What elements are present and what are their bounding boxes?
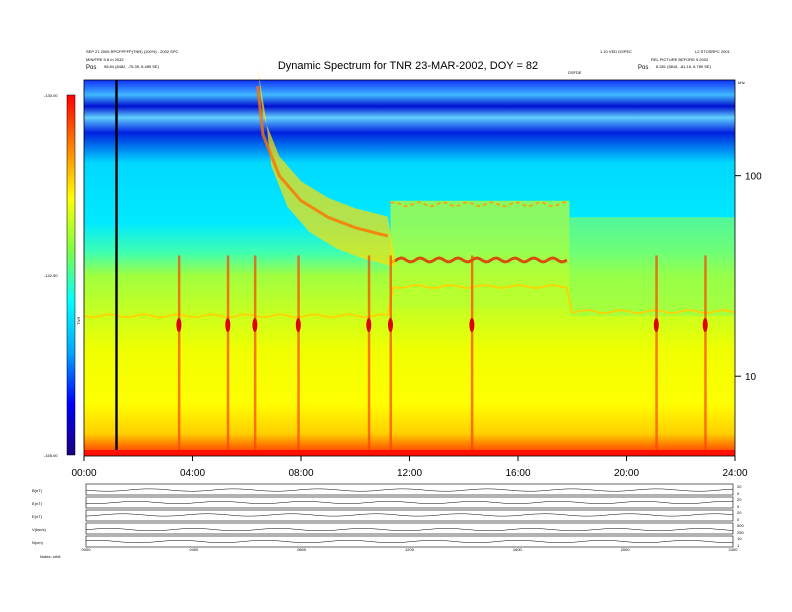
aux-panel-1: E(nT) 20 0: [32, 496, 742, 509]
aux-panel-label-3: V(km/s): [32, 527, 46, 532]
spike-7: [655, 255, 658, 456]
aux-x-label-1: 0400: [189, 547, 199, 552]
spike-dot-1: [225, 318, 231, 332]
aux-panel-2-tick-1: 0: [737, 517, 740, 522]
legend-tag: DSFDE: [568, 70, 582, 75]
spike-dot-8: [702, 318, 708, 332]
header-right-line-2: L2 STOSRPC 2001: [695, 49, 731, 54]
spectrogram-features: [83, 66, 736, 456]
aux-panel-0: B(nT) 20 0: [32, 483, 742, 496]
band-emission-line: [390, 256, 568, 264]
right-tick-label-1: 100: [745, 172, 762, 183]
colorbar-mid-label: -142.50: [44, 273, 58, 278]
spike-6: [470, 255, 474, 456]
pos-left-value: 98.84 (8482, -75.39, 8.489 SE): [104, 64, 160, 69]
spectrogram-area: [83, 66, 736, 457]
aux-panel-3-tick-0: 500: [737, 523, 744, 528]
pos-left-label: Pos: [86, 65, 96, 71]
spike-dot-7: [653, 318, 659, 332]
aux-panel-label-4: N(cm): [32, 540, 44, 545]
header-left-line-1: SEP 21 2005 RPCFPFFP(TNR) (100%) - 2002 …: [86, 49, 179, 54]
aux-panel-label-0: B(nT): [32, 488, 43, 493]
aux-panel-3-tick-1: 250: [737, 530, 744, 535]
x-tick-label-2: 08:00: [288, 468, 313, 479]
aux-panel-4-tick-1: 1: [737, 543, 740, 548]
data-gap-line: [115, 80, 118, 456]
x-tick-label-3: 12:00: [397, 468, 422, 479]
aux-panel-0-tick-0: 20: [737, 484, 742, 489]
spike-2: [253, 255, 257, 456]
continuum-line: [83, 283, 736, 319]
right-axis-unit: kHz: [738, 80, 745, 85]
spike-1: [226, 255, 230, 456]
aux-panel-trace-4: [85, 540, 733, 543]
header-left-line-2: MIN/FRE 9.8 m 2032: [86, 57, 124, 62]
colorbar-max-label: -130.00: [44, 93, 58, 98]
colorbar: [66, 94, 76, 456]
spike-4: [367, 255, 371, 456]
x-tick-label-1: 04:00: [180, 468, 205, 479]
drifting-burst: [257, 66, 396, 268]
x-tick-label-5: 20:00: [614, 468, 639, 479]
aux-panel-label-1: E(nT): [32, 501, 43, 506]
spike-dot-3: [295, 318, 301, 332]
spike-8: [704, 255, 707, 456]
pos-right-label: Pos: [638, 65, 648, 71]
x-tick-label-4: 16:00: [505, 468, 530, 479]
right-frequency-axis: 10 100: [735, 172, 762, 383]
x-tick-label-0: 00:00: [71, 468, 96, 479]
low-frequency-floor: [84, 450, 735, 456]
pos-right-value: 8.281 (5818, -81.16, 8.789 SE): [656, 64, 712, 69]
aux-panel-0-tick-1: 0: [737, 491, 740, 496]
aux-x-label-2: 0800: [297, 547, 307, 552]
x-time-axis: 00:00 04:00 08:00 12:00 16:00 20:00 24:00: [71, 456, 748, 479]
colorbar-min-label: -155.00: [44, 453, 58, 458]
right-tick-label-0: 10: [745, 372, 757, 383]
header-right-line-1: 1.10 VED DSPEC: [600, 49, 632, 54]
aux-panel-3: V(km/s) 500 250: [32, 522, 744, 535]
aux-panel-label-2: E(nT): [32, 514, 43, 519]
spike-dot-5: [388, 318, 393, 332]
aux-panel-trace-0: [85, 488, 734, 492]
chart-title: Dynamic Spectrum for TNR 23-MAR-2002, DO…: [278, 60, 538, 72]
aux-panel-2: E(nT) 20 0: [32, 509, 742, 522]
aux-panel-2-tick-0: 20: [737, 510, 742, 515]
aux-panel-4-tick-0: 10: [737, 536, 742, 541]
spike-5: [389, 255, 392, 456]
spike-0: [177, 255, 181, 456]
spike-dot-2: [252, 318, 258, 332]
aux-panel-trace-2: [85, 513, 734, 517]
aux-x-label-5: 2000: [621, 547, 631, 552]
band-upper-line: [390, 201, 567, 208]
spike-dot-6: [469, 318, 475, 332]
aux-panel-1-tick-1: 0: [737, 504, 740, 509]
bottom-note: Notes: orbit: [40, 554, 61, 559]
aux-panel-4: N(cm) 10 1: [32, 535, 742, 548]
drifting-burst-core: [256, 85, 389, 238]
header-right-line-3: REL PICTURE BEFORE 9.2002: [651, 57, 709, 62]
elevated-band: [390, 200, 570, 308]
aux-panel-trace-3: [85, 528, 734, 532]
aux-panel-trace-1: [85, 501, 734, 504]
spike-dot-0: [176, 318, 182, 332]
aux-panel-1-tick-0: 20: [737, 497, 742, 502]
aux-x-label-4: 1600: [513, 547, 523, 552]
colorbar-side-label: TNR: [76, 317, 81, 325]
later-band: [569, 217, 735, 316]
aux-x-label-6: 2400: [729, 547, 739, 552]
x-tick-label-6: 24:00: [722, 468, 747, 479]
spike-3: [297, 255, 300, 456]
spike-dot-4: [366, 318, 372, 332]
aux-x-label-0: 0000: [82, 547, 92, 552]
aux-x-label-3: 1200: [405, 547, 415, 552]
auxiliary-panels: B(nT)200E(nT)200E(nT)200V(km/s)500250N(c…: [32, 483, 744, 552]
